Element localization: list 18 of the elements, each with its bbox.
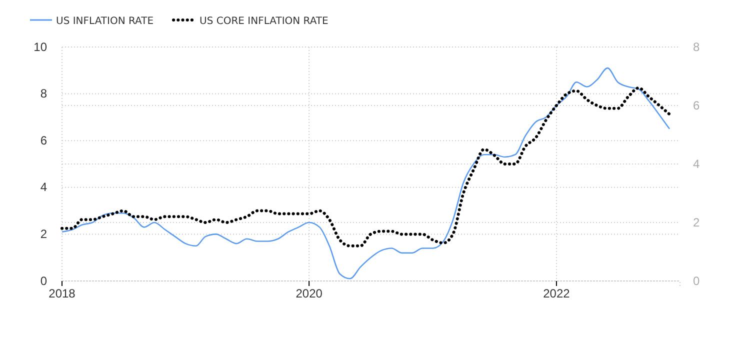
legend-label: US INFLATION RATE bbox=[56, 16, 154, 27]
line-series bbox=[61, 67, 670, 280]
y-tick-label: 4 bbox=[40, 180, 48, 194]
y2-tick-label: 8 bbox=[693, 40, 700, 54]
y-tick-label: 2 bbox=[40, 227, 48, 242]
y2-tick-label: 0 bbox=[693, 274, 700, 288]
x-tick-label: 2022 bbox=[543, 286, 570, 301]
y2-tick-label: 4 bbox=[693, 156, 700, 171]
y-tick-label: 10 bbox=[34, 40, 48, 54]
x-tick-label: 2020 bbox=[296, 286, 323, 301]
y-tick-label: 0 bbox=[40, 274, 48, 288]
y2-tick-label: 6 bbox=[693, 98, 700, 112]
y-tick-label: 6 bbox=[40, 133, 48, 148]
line-series bbox=[60, 86, 672, 248]
legend-label: US CORE INFLATION RATE bbox=[200, 16, 328, 27]
x-tick-label: 2018 bbox=[48, 286, 76, 301]
y2-tick-label: 2 bbox=[693, 215, 700, 230]
y-tick-label: 8 bbox=[40, 86, 48, 101]
